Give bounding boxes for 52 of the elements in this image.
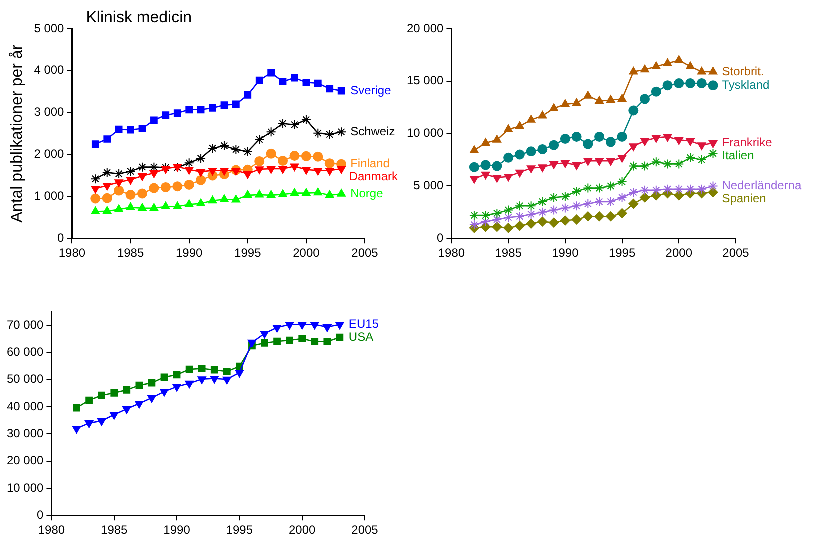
y-tick-label: 4 000 bbox=[34, 63, 65, 78]
y-axis-title: Antal publikationer per år bbox=[9, 44, 26, 223]
x-tick-label: 1995 bbox=[608, 246, 636, 260]
y-tick-label: 1 000 bbox=[34, 188, 65, 203]
x-tick-label: 1995 bbox=[226, 523, 254, 538]
series-label: Tyskland bbox=[722, 78, 770, 92]
chart-title: Klinisk medicin bbox=[86, 9, 192, 26]
y-tick-label: 70 000 bbox=[7, 318, 44, 332]
y-tick-label: 10 000 bbox=[7, 480, 44, 495]
y-tick-label: 20 000 bbox=[407, 21, 444, 36]
x-tick-label: 1990 bbox=[164, 523, 191, 538]
y-tick-label: 50 000 bbox=[7, 372, 44, 386]
y-tick-label: 20 000 bbox=[7, 454, 44, 468]
x-tick-label: 1985 bbox=[117, 246, 144, 260]
x-tick-label: 1985 bbox=[495, 246, 522, 260]
x-tick-label: 1980 bbox=[58, 246, 86, 260]
series-label: Storbrit. bbox=[722, 64, 764, 78]
x-tick-label: 2005 bbox=[352, 523, 379, 538]
x-tick-label: 1980 bbox=[438, 246, 466, 260]
y-tick-label: 0 bbox=[37, 508, 44, 522]
series-label: Schweiz bbox=[350, 124, 396, 138]
x-tick-label: 2005 bbox=[722, 246, 750, 260]
y-tick-label: 10 000 bbox=[407, 126, 444, 140]
x-tick-label: 2000 bbox=[293, 246, 320, 260]
series-label: USA bbox=[348, 330, 374, 344]
y-tick-label: 2 000 bbox=[34, 147, 65, 162]
y-tick-label: 60 000 bbox=[7, 345, 44, 360]
series-label: Nederländerna bbox=[722, 178, 802, 193]
y-tick-label: 3 000 bbox=[34, 105, 65, 120]
y-tick-label: 5 000 bbox=[414, 178, 444, 193]
series-label: Frankrike bbox=[722, 136, 773, 150]
x-tick-label: 2005 bbox=[352, 246, 379, 260]
y-tick-label: 5 000 bbox=[34, 21, 65, 36]
y-tick-label: 0 bbox=[437, 230, 444, 245]
x-tick-label: 1990 bbox=[552, 246, 580, 260]
x-tick-label: 2000 bbox=[288, 523, 316, 538]
x-tick-label: 2000 bbox=[666, 246, 693, 260]
series-label: Italien bbox=[722, 148, 754, 163]
series-label: Danmark bbox=[349, 170, 399, 184]
series-label: Finland bbox=[350, 156, 390, 171]
series-label: Sverige bbox=[350, 83, 392, 98]
x-tick-label: 1980 bbox=[38, 523, 66, 538]
y-tick-label: 15 000 bbox=[407, 74, 444, 88]
y-tick-label: 0 bbox=[58, 230, 65, 245]
x-tick-label: 1995 bbox=[234, 246, 262, 260]
series-label: Norge bbox=[350, 186, 384, 200]
y-tick-label: 30 000 bbox=[7, 426, 44, 440]
series-label: EU15 bbox=[348, 317, 380, 332]
x-tick-label: 1990 bbox=[176, 246, 204, 260]
y-tick-label: 40 000 bbox=[7, 399, 44, 414]
series-label: Spanien bbox=[722, 192, 766, 206]
x-tick-label: 1985 bbox=[101, 523, 128, 538]
